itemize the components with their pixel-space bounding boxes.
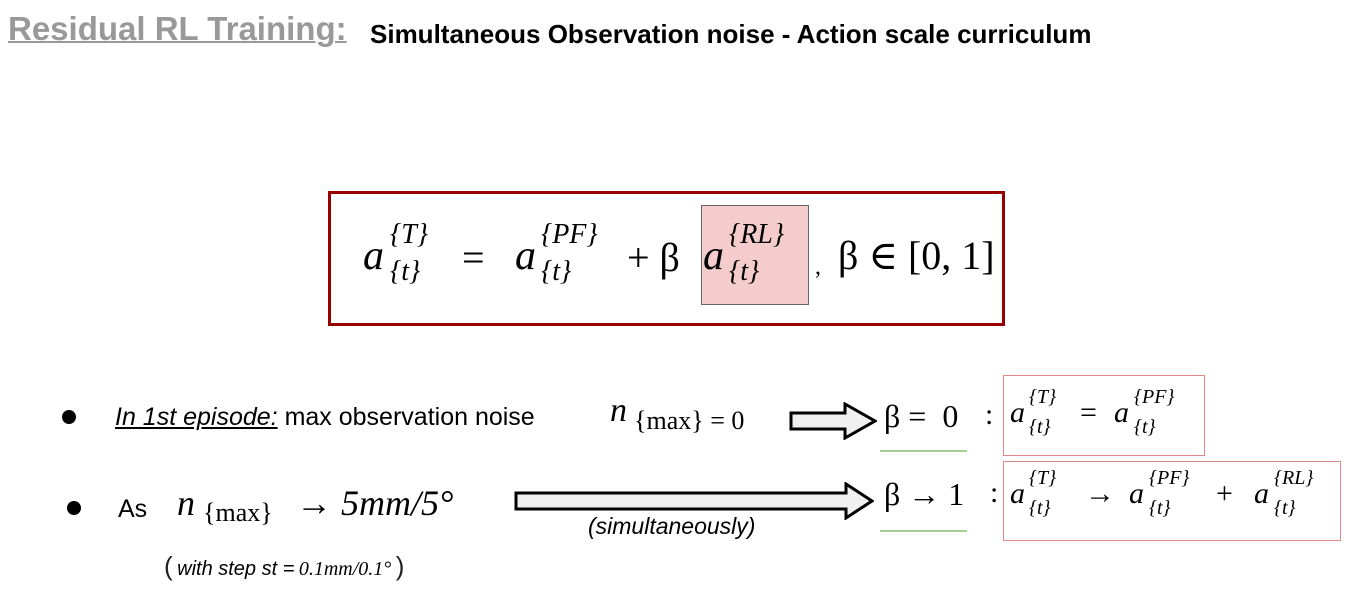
slide-subtitle: Simultaneous Observation noise - Action … xyxy=(370,19,1092,49)
eq1-sub-t-left: {t} xyxy=(1029,416,1051,438)
eq2-plus: + xyxy=(1216,477,1233,510)
eq2-arrow: → xyxy=(1085,477,1115,510)
bullet-1-arrow-icon xyxy=(789,402,877,440)
eq2-sub-t-3: {t} xyxy=(1274,497,1296,519)
step-note-text: with step st = xyxy=(177,558,295,580)
bullet-1-label: In 1st episode: xyxy=(115,403,278,431)
eq1-equals: = xyxy=(1080,396,1097,429)
bullet-1-desc: max observation noise xyxy=(284,403,535,431)
bullet-dot-1 xyxy=(62,410,76,424)
main-formula-box xyxy=(328,191,1005,326)
step-note-close-paren: ) xyxy=(395,551,405,581)
bullet-1-green-underline xyxy=(880,450,967,452)
bullet-2-noise-sub: {max} xyxy=(203,498,273,527)
bullet-2-equation-box xyxy=(1003,461,1341,541)
eq2-sup-RL: {RL} xyxy=(1274,467,1314,489)
step-note-open-paren: ( xyxy=(164,551,173,581)
rl-term-highlight xyxy=(701,205,809,305)
bullet-2-arrow-icon xyxy=(514,482,874,520)
eq2-sup-T: {T} xyxy=(1029,467,1057,489)
bullet-1-beta-condition: β = 0 xyxy=(884,398,959,434)
eq2-a-mid: a xyxy=(1129,477,1144,510)
eq2-sub-t-2: {t} xyxy=(1149,497,1171,519)
eq2-sub-t-1: {t} xyxy=(1029,497,1051,519)
bullet-2-colon: : xyxy=(990,476,999,509)
eq1-sup-T: {T} xyxy=(1029,386,1057,408)
bullet-2-prefix: As xyxy=(118,495,148,523)
bullet-2-arrow-caption: (simultaneously) xyxy=(588,513,756,539)
eq1-sup-PF: {PF} xyxy=(1134,386,1175,408)
step-note: ( with step st = 0.1mm/0.1° ) xyxy=(164,551,404,582)
step-note-value: 0.1mm/0.1° xyxy=(298,558,392,580)
slide-title: Residual RL Training: xyxy=(8,10,347,47)
bullet-2-noise-target: → 5mm/5° xyxy=(296,483,454,523)
bullet-1-colon: : xyxy=(985,398,994,431)
bullet-1-noise-sub: {max} = 0 xyxy=(634,406,745,435)
eq2-sup-PF: {PF} xyxy=(1149,467,1190,489)
eq1-a-left: a xyxy=(1010,396,1025,429)
eq2-a-left: a xyxy=(1010,477,1025,510)
bullet-2-noise-n: n xyxy=(177,483,195,523)
bullet-dot-2 xyxy=(67,501,81,515)
bullet-1-noise-n: n xyxy=(610,392,627,429)
eq1-a-right: a xyxy=(1114,396,1129,429)
bullet-2-beta-condition: β → 1 xyxy=(884,476,965,512)
eq1-sub-t-right: {t} xyxy=(1134,416,1156,438)
bullet-2-green-underline xyxy=(880,530,967,532)
eq2-a-right: a xyxy=(1254,477,1269,510)
bullet-1-equation-box xyxy=(1003,375,1205,456)
bullet-1-text: In 1st episode: max observation noise xyxy=(115,403,535,432)
